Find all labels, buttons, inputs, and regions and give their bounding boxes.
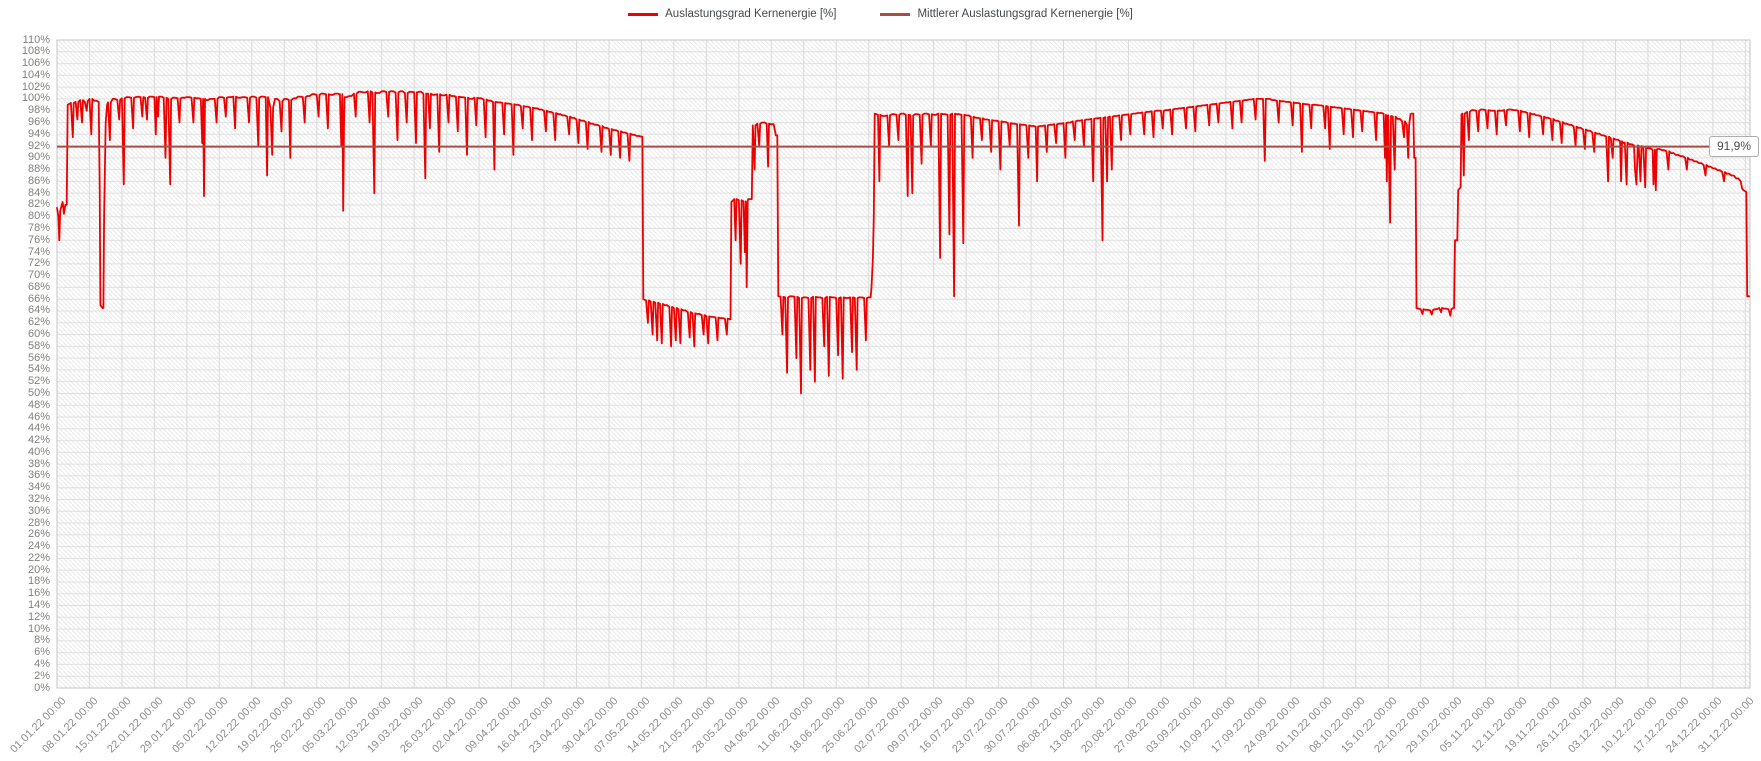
y-tick-label: 100% (21, 92, 50, 105)
y-tick-label: 54% (27, 363, 50, 376)
y-tick-label: 50% (27, 386, 50, 399)
y-tick-label: 8% (34, 634, 50, 647)
y-tick-label: 64% (27, 304, 50, 317)
y-tick-label: 30% (27, 504, 50, 517)
y-tick-label: 22% (27, 551, 50, 564)
y-tick-label: 96% (27, 115, 50, 128)
y-tick-label: 42% (27, 434, 50, 447)
gridlines (56, 39, 1751, 689)
y-tick-label: 16% (27, 587, 50, 600)
y-tick-label: 78% (27, 222, 50, 234)
mean-value-label: 91,9% (1708, 135, 1759, 157)
y-tick-label: 26% (27, 528, 50, 541)
y-tick-label: 58% (27, 339, 50, 352)
y-tick-label: 76% (27, 233, 50, 246)
y-tick-label: 98% (27, 104, 50, 117)
y-tick-label: 70% (27, 269, 50, 282)
legend-item-mittlerer-auslastungsgrad: Mittlerer Auslastungsgrad Kernenergie [%… (880, 8, 1133, 20)
y-tick-label: 24% (27, 540, 50, 553)
y-tick-label: 82% (27, 198, 50, 211)
legend-line-red-icon (628, 12, 659, 16)
y-tick-label: 72% (27, 257, 50, 270)
y-tick-label: 86% (27, 174, 50, 187)
y-tick-label: 108% (21, 45, 50, 58)
y-tick-label: 28% (27, 516, 50, 529)
legend-item-auslastungsgrad: Auslastungsgrad Kernenergie [%] (628, 8, 836, 20)
y-tick-label: 90% (27, 151, 50, 164)
y-tick-label: 38% (27, 457, 50, 470)
y-tick-label: 66% (27, 292, 50, 305)
y-tick-label: 94% (27, 127, 50, 140)
y-tick-label: 56% (27, 351, 50, 364)
y-tick-label: 68% (27, 280, 50, 293)
y-tick-label: 32% (27, 492, 50, 505)
y-tick-label: 102% (21, 80, 50, 93)
y-tick-label: 0% (34, 681, 50, 694)
legend-label-auslastungsgrad: Auslastungsgrad Kernenergie [%] (665, 8, 837, 20)
y-tick-label: 40% (27, 445, 50, 458)
y-tick-label: 88% (27, 163, 50, 176)
y-tick-label: 20% (27, 563, 50, 576)
chart-legend: Auslastungsgrad Kernenergie [%] Mittlere… (0, 8, 1761, 20)
plot-hatch-texture (57, 40, 1750, 688)
legend-label-mittlerer-auslastungsgrad: Mittlerer Auslastungsgrad Kernenergie [%… (917, 8, 1133, 20)
y-tick-label: 44% (27, 422, 50, 435)
y-tick-label: 60% (27, 328, 50, 341)
y-tick-label: 36% (27, 469, 50, 482)
y-tick-label: 4% (34, 657, 50, 670)
y-tick-label: 12% (27, 610, 50, 623)
y-tick-label: 74% (27, 245, 50, 258)
y-tick-label: 110% (22, 33, 50, 46)
y-tick-label: 52% (27, 375, 50, 388)
y-tick-label: 106% (21, 57, 50, 70)
y-tick-label: 6% (34, 646, 50, 659)
y-tick-label: 80% (27, 210, 50, 223)
y-tick-label: 104% (21, 68, 50, 81)
y-tick-label: 46% (27, 410, 50, 423)
y-tick-label: 84% (27, 186, 50, 199)
y-tick-label: 2% (34, 669, 50, 682)
y-tick-label: 92% (27, 139, 50, 152)
y-tick-label: 10% (27, 622, 50, 635)
y-tick-label: 62% (27, 316, 50, 329)
legend-line-darkred-icon (880, 12, 911, 16)
series-lines (56, 90, 1750, 395)
y-tick-label: 18% (27, 575, 50, 588)
y-tick-label: 48% (27, 398, 50, 411)
y-tick-label: 34% (27, 481, 50, 494)
y-tick-label: 14% (27, 599, 50, 612)
